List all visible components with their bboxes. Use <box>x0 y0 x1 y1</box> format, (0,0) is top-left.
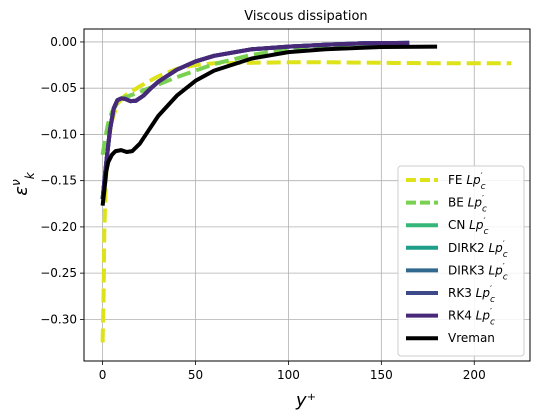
series-line-5 <box>100 40 410 200</box>
y-axis-label-sup: ν <box>9 179 23 186</box>
series-lines <box>100 40 512 343</box>
y-tick-label: 0.00 <box>50 35 77 49</box>
series-line-6 <box>100 40 410 200</box>
x-tick-label: 50 <box>188 368 203 382</box>
legend-label: FE Lp′ c <box>448 172 486 192</box>
x-tick-label: 0 <box>99 368 107 382</box>
legend-label: Vreman <box>448 331 495 345</box>
legend-label: RK4 Lp′ c <box>448 308 495 328</box>
legend-label: DIRK3 Lp′ c <box>448 262 508 282</box>
legend-label: BE Lp′ c <box>448 195 487 215</box>
y-tick-label: −0.20 <box>40 220 77 234</box>
x-tick-label: 100 <box>277 368 300 382</box>
legend-label: DIRK2 Lp′ c <box>448 240 508 260</box>
legend-label: RK3 Lp′ c <box>448 285 495 305</box>
x-tick-label: 150 <box>370 368 393 382</box>
chart-title: Viscous dissipation <box>244 9 367 24</box>
y-tick-label: −0.15 <box>40 174 77 188</box>
y-axis-label-main: ε <box>11 186 32 196</box>
y-tick-label: −0.25 <box>40 266 77 280</box>
series-line-7 <box>100 44 438 206</box>
plot-frame <box>83 28 531 362</box>
series-line-4 <box>100 40 410 200</box>
y-tick-label: −0.10 <box>40 127 77 141</box>
series-line-2 <box>100 40 410 200</box>
x-axis-label: y⁺ <box>295 390 316 411</box>
legend-label: CN Lp′ c <box>448 217 489 237</box>
y-tick-label: −0.30 <box>40 312 77 326</box>
y-tick-label: −0.05 <box>40 81 77 95</box>
y-axis-label: ενk <box>9 171 37 195</box>
legend-box <box>397 165 525 357</box>
x-tick-label: 200 <box>463 368 486 382</box>
axis-ticks: 0 50 100 150 200 0.00 −0.05 −0.10 −0.15 −0.20 −0.2… <box>40 35 485 382</box>
y-axis-label-sub: k <box>23 171 37 179</box>
series-line-3 <box>100 40 410 200</box>
